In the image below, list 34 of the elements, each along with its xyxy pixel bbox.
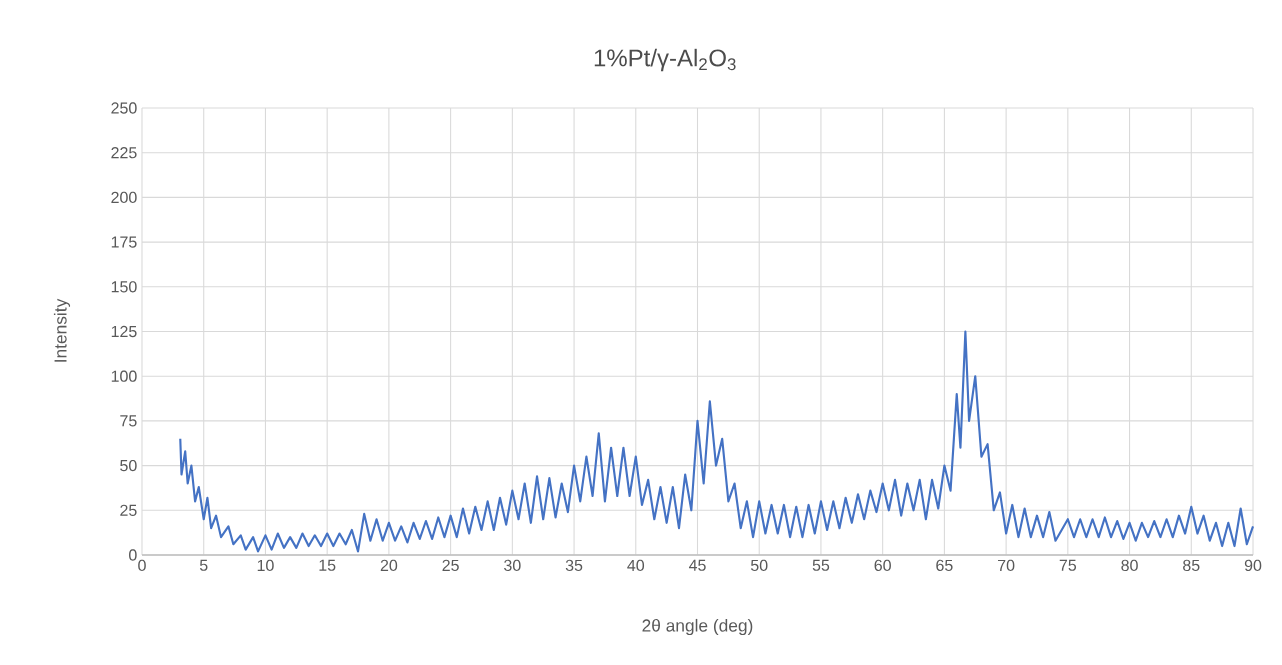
y-tick-label: 0 [129,549,137,561]
x-axis-title: 2θ angle (deg) [642,618,753,636]
line-series [179,330,1255,553]
y-tick-label: 125 [111,325,137,338]
x-tick-label: 60 [874,559,891,572]
x-tick-label: 40 [627,559,645,572]
x-tick-label: 55 [812,559,830,571]
y-tick-label: 25 [120,504,137,516]
x-tick-label: 10 [257,559,274,572]
x-tick-label: 75 [1059,559,1077,571]
x-tick-label: 70 [998,559,1015,572]
y-axis-title: Intensity [53,298,71,362]
chart-title: 1%Pt/γ-Al$_{2}$O$_{3}$ [594,48,736,72]
y-tick-label: 175 [111,236,137,248]
x-tick-label: 25 [442,559,459,572]
x-tick-label: 65 [936,559,953,572]
y-tick-label: 225 [111,147,137,159]
x-tick-label: 45 [688,559,706,571]
y-tick-label: 75 [120,415,137,427]
y-tick-label: 250 [111,102,137,114]
y-tick-label: 150 [111,281,137,293]
x-tick-label: 50 [750,559,768,572]
x-tick-label: 20 [380,559,398,572]
x-tick-label: 85 [1183,559,1200,572]
y-tick-label: 50 [120,459,137,472]
x-tick-label: 5 [199,559,208,571]
x-tick-label: 15 [319,559,336,571]
y-tick-label: 200 [111,191,137,204]
x-tick-label: 35 [565,559,583,572]
y-tick-label: 100 [111,370,137,382]
x-tick-label: 90 [1244,559,1262,572]
x-tick-label: 30 [504,559,521,572]
x-tick-label: 80 [1121,559,1138,572]
x-tick-label: 0 [138,559,146,572]
